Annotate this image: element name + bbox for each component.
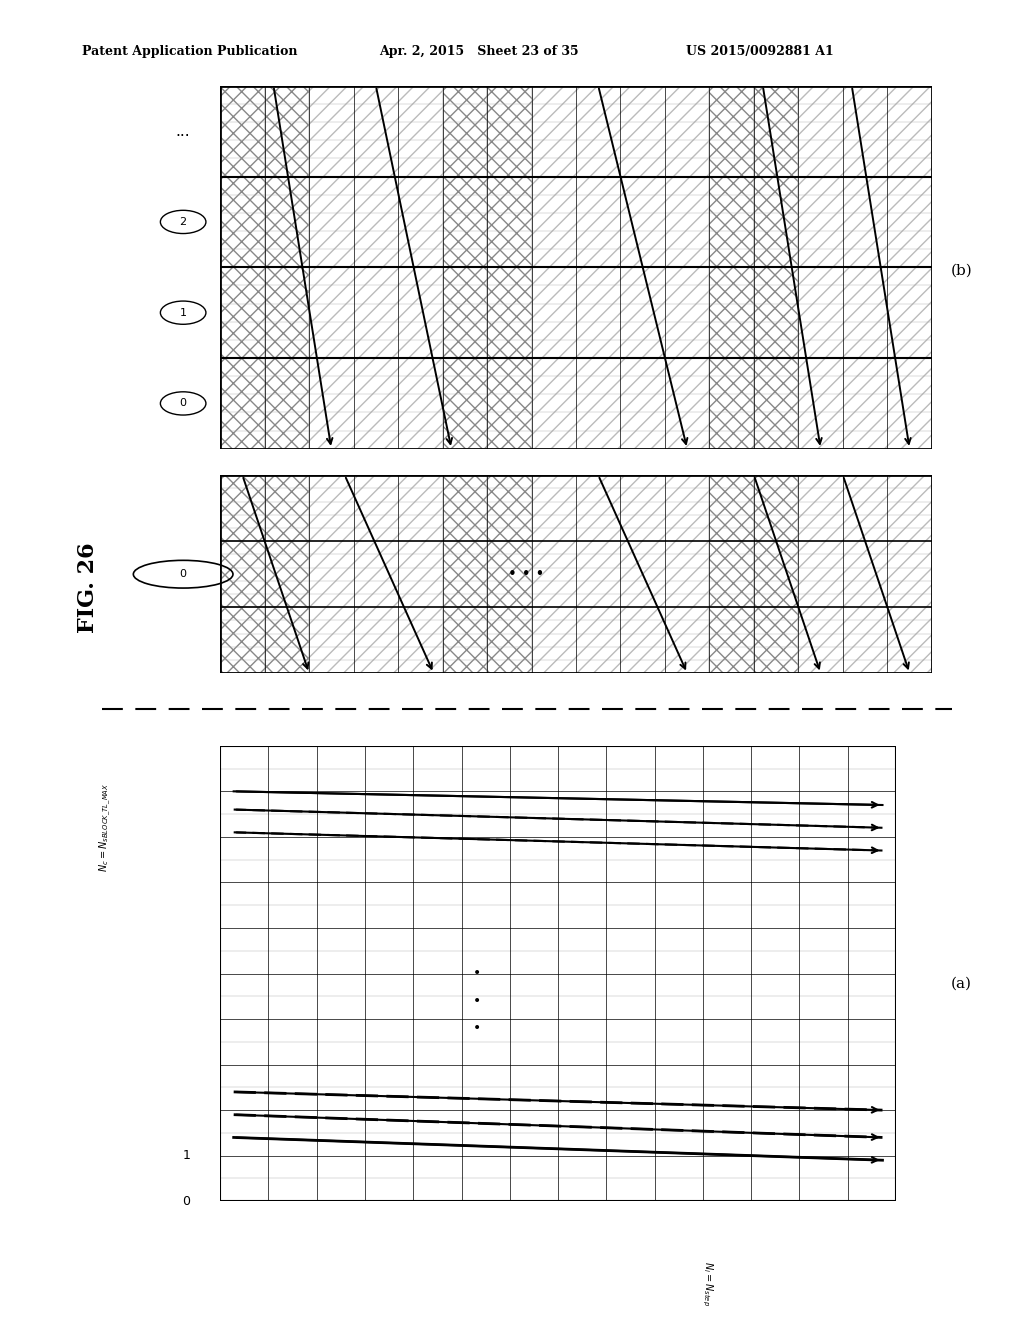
Text: 1: 1 xyxy=(182,1150,190,1162)
Bar xyxy=(799,475,932,673)
Bar xyxy=(309,86,442,449)
Text: •: • xyxy=(473,966,481,981)
Bar xyxy=(799,86,932,449)
Bar xyxy=(710,358,754,449)
Bar xyxy=(264,541,309,607)
Bar xyxy=(264,267,309,358)
Text: $N_i = N_{step}$: $N_i = N_{step}$ xyxy=(699,1261,714,1305)
Bar xyxy=(220,267,264,358)
Text: 1: 1 xyxy=(179,308,186,318)
Bar xyxy=(487,607,531,673)
Text: FIG. 26: FIG. 26 xyxy=(77,543,98,632)
Bar xyxy=(710,541,754,607)
Bar xyxy=(710,607,754,673)
Bar xyxy=(220,541,264,607)
Bar xyxy=(710,86,754,177)
Bar xyxy=(442,607,487,673)
Bar xyxy=(264,358,309,449)
Bar xyxy=(754,267,799,358)
Bar xyxy=(220,607,264,673)
Text: Patent Application Publication: Patent Application Publication xyxy=(82,45,297,58)
Text: •: • xyxy=(473,994,481,1008)
Bar xyxy=(710,177,754,267)
Bar xyxy=(754,177,799,267)
Bar xyxy=(487,541,531,607)
Bar xyxy=(442,475,487,541)
Bar xyxy=(754,475,799,541)
Text: $N_c = N_{sBLOCK\_TL\_MAX}$: $N_c = N_{sBLOCK\_TL\_MAX}$ xyxy=(97,783,113,873)
Bar xyxy=(754,86,799,177)
Bar xyxy=(220,177,264,267)
Text: •: • xyxy=(473,1022,481,1035)
Text: 2: 2 xyxy=(179,216,186,227)
Text: (a): (a) xyxy=(950,977,972,990)
Bar xyxy=(442,177,487,267)
Bar xyxy=(264,607,309,673)
Bar xyxy=(264,475,309,541)
Bar xyxy=(531,475,710,673)
Bar xyxy=(531,86,710,449)
Bar xyxy=(220,358,264,449)
Bar xyxy=(754,541,799,607)
Bar xyxy=(220,475,264,541)
Text: 0: 0 xyxy=(179,569,186,579)
Text: (b): (b) xyxy=(950,264,972,277)
Bar xyxy=(264,177,309,267)
Bar xyxy=(487,177,531,267)
Bar xyxy=(487,267,531,358)
Bar xyxy=(487,86,531,177)
Bar xyxy=(754,358,799,449)
Bar xyxy=(442,358,487,449)
Text: 0: 0 xyxy=(179,399,186,408)
Bar xyxy=(487,358,531,449)
Bar xyxy=(220,86,264,177)
Text: 0: 0 xyxy=(182,1195,190,1208)
Bar xyxy=(264,86,309,177)
Text: ...: ... xyxy=(176,124,190,139)
Text: Apr. 2, 2015   Sheet 23 of 35: Apr. 2, 2015 Sheet 23 of 35 xyxy=(379,45,579,58)
Bar xyxy=(442,541,487,607)
Bar xyxy=(754,607,799,673)
Bar xyxy=(487,475,531,541)
Text: US 2015/0092881 A1: US 2015/0092881 A1 xyxy=(686,45,834,58)
Bar xyxy=(710,267,754,358)
Bar xyxy=(442,267,487,358)
Bar xyxy=(442,86,487,177)
Bar xyxy=(309,475,442,673)
Bar xyxy=(710,475,754,541)
Text: • • •: • • • xyxy=(508,566,545,582)
